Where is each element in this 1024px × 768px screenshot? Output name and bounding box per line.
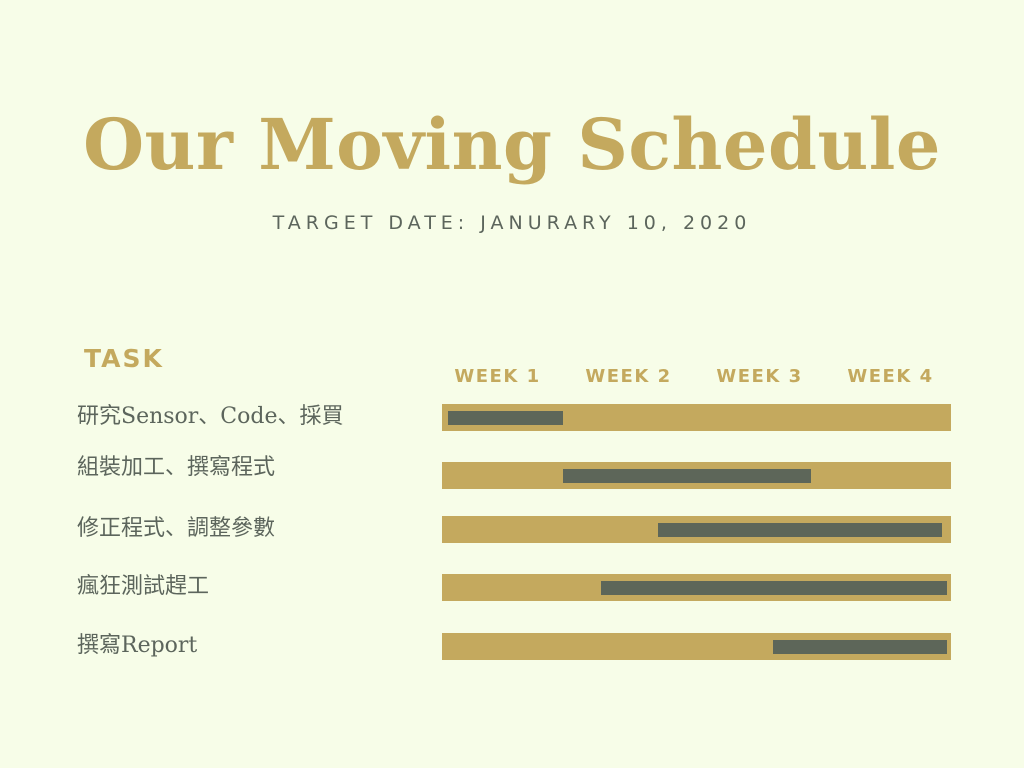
timeline-track <box>442 404 951 431</box>
week-label-4: WEEK 4 <box>847 366 934 387</box>
task-duration-bar <box>658 523 943 537</box>
target-date-subtitle: TARGET DATE: JANURARY 10, 2020 <box>272 212 752 234</box>
timeline-track <box>442 574 951 601</box>
task-duration-bar <box>601 581 948 595</box>
task-label: 撰寫Report <box>77 633 198 658</box>
page-title: Our Moving Schedule <box>83 103 941 186</box>
timeline-track <box>442 516 951 543</box>
task-label: 組裝加工、撰寫程式 <box>77 455 276 480</box>
task-duration-bar <box>772 640 948 654</box>
task-label: 瘋狂測試趕工 <box>77 574 210 599</box>
timeline-track <box>442 462 951 489</box>
task-label: 研究Sensor、Code、採買 <box>77 404 344 429</box>
task-column-heading: TASK <box>84 344 164 373</box>
week-label-3: WEEK 3 <box>716 366 803 387</box>
week-label-1: WEEK 1 <box>454 366 541 387</box>
task-duration-bar <box>562 469 811 483</box>
week-label-2: WEEK 2 <box>585 366 672 387</box>
task-duration-bar <box>448 411 563 425</box>
task-label: 修正程式、調整參數 <box>77 516 276 541</box>
timeline-track <box>442 633 951 660</box>
